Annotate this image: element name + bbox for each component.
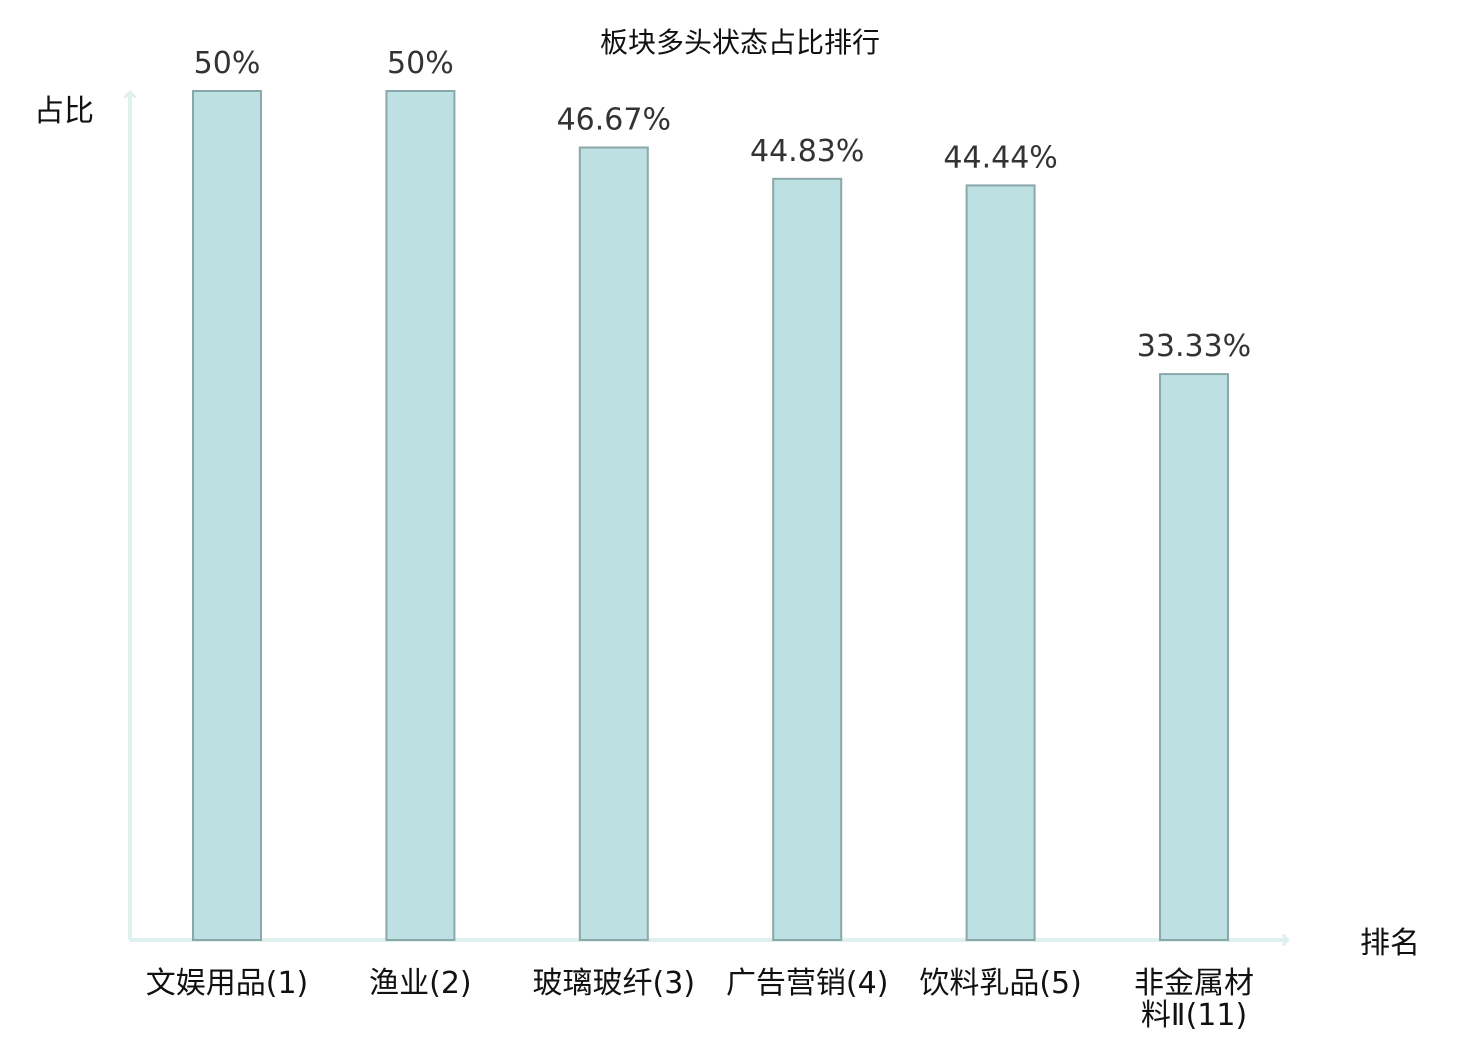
category-label-3: 玻璃玻纤(3) [533, 966, 696, 1001]
value-label-2: 50% [387, 46, 454, 81]
chart-title: 板块多头状态占比排行 [600, 26, 880, 59]
bar-1 [192, 90, 262, 941]
bar-6 [1159, 373, 1229, 942]
value-label-6: 33.33% [1137, 329, 1251, 364]
y-axis-label: 占比 [34, 94, 94, 129]
category-labels-group: 文娱用品(1) 渔业(2) 玻璃玻纤(3) 广告营销(4) 饮料乳品(5) 非金属材料Ⅱ(… [146, 966, 1254, 1033]
value-label-4: 44.83% [750, 134, 864, 169]
x-axis-label: 排名 [1360, 926, 1420, 961]
category-label-5: 饮料乳品(5) [919, 966, 1082, 1001]
category-label-6-line-1: 非金属材 [1134, 966, 1254, 1001]
category-label-2: 渔业(2) [369, 966, 472, 1001]
category-label-4-line-1: 广告营销(4) [726, 966, 889, 1001]
category-label-1: 文娱用品(1) [146, 966, 309, 1001]
category-label-4: 广告营销(4) [726, 966, 889, 1001]
category-label-3-line-1: 玻璃玻纤(3) [533, 966, 696, 1001]
category-label-5-line-1: 饮料乳品(5) [919, 966, 1082, 1001]
value-labels-group: 50% 50% 46.67% 44.83% 44.44% 33.33% [194, 46, 1252, 364]
value-label-1: 50% [194, 46, 261, 81]
category-label-2-line-1: 渔业(2) [369, 966, 472, 1001]
bars-group [192, 90, 1229, 942]
category-label-6: 非金属材料Ⅱ(11) [1134, 966, 1254, 1033]
category-label-6-line-2: 料Ⅱ(11) [1141, 998, 1247, 1033]
bar-4 [772, 177, 843, 942]
category-label-1-line-1: 文娱用品(1) [146, 966, 309, 1001]
bar-3 [578, 146, 649, 941]
bar-5 [965, 184, 1036, 941]
value-label-3: 46.67% [557, 103, 671, 138]
value-label-5: 44.44% [943, 140, 1057, 175]
bar-2 [385, 90, 456, 941]
